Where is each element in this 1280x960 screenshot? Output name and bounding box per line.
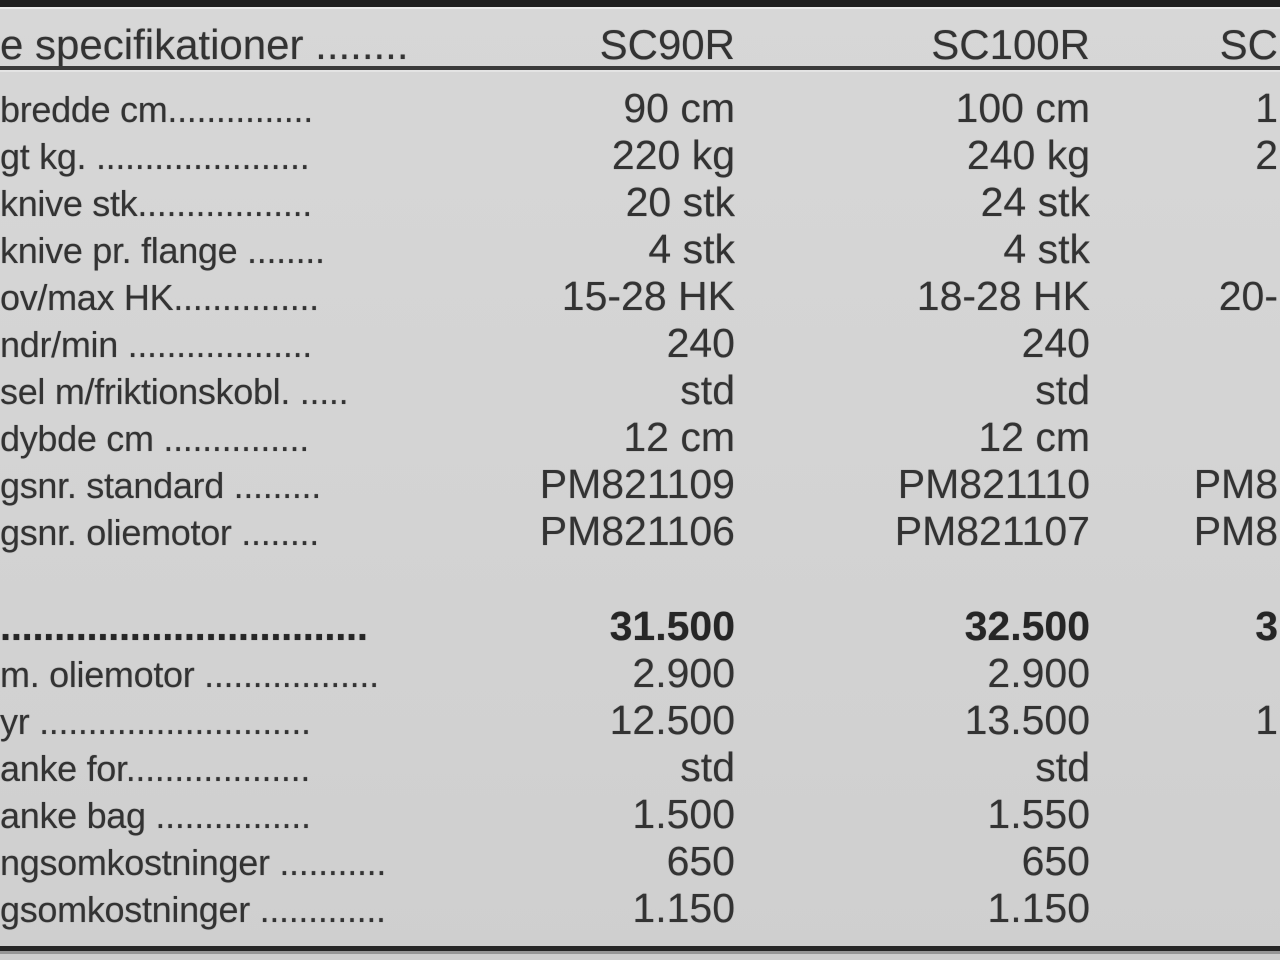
value-sc100r: 1.150 — [987, 885, 1090, 931]
value-cropped-column: 1 — [1255, 85, 1278, 131]
value-sc100r: 240 kg — [966, 132, 1090, 178]
value-cropped-column: PM8 — [1193, 508, 1278, 554]
value-sc90r: 4 stk — [648, 226, 735, 272]
value-sc90r: PM821109 — [539, 461, 735, 507]
value-sc100r: 1.550 — [987, 791, 1090, 837]
value-sc100r: std — [1035, 744, 1090, 790]
value-sc90r: 20 stk — [625, 179, 735, 225]
header-model-sc100r: SC100R — [931, 22, 1090, 68]
value-sc100r: std — [1035, 367, 1090, 413]
value-sc100r: 13.500 — [964, 697, 1090, 743]
header-model-sc90r: SC90R — [599, 22, 735, 68]
spec-row: gsomkostninger ............. 1.150 1.150 — [0, 885, 1280, 932]
spec-row: ov/max HK............... 15-28 HK 18-28 HK… — [0, 273, 1280, 320]
spec-row: anke for................... std std — [0, 744, 1280, 791]
value-sc100r: 100 cm — [955, 85, 1090, 131]
spec-label: m. oliemotor .................. — [0, 654, 379, 695]
spec-row: yr ............................ 12.500 13.… — [0, 697, 1280, 744]
spec-label: dybde cm ............... — [0, 418, 309, 459]
table-gap — [0, 555, 1280, 603]
spec-label: bredde cm............... — [0, 89, 313, 130]
spec-label: knive pr. flange ........ — [0, 230, 325, 271]
header-model-cropped: SC — [1219, 22, 1278, 68]
value-sc100r: PM821107 — [894, 508, 1090, 554]
spec-row: gsnr. standard ......... PM821109 PM821110… — [0, 461, 1280, 508]
spec-label: ov/max HK............... — [0, 277, 319, 318]
spec-label: ndr/min ................... — [0, 324, 312, 365]
spec-label: gsnr. standard ......... — [0, 465, 321, 506]
spec-row: ndr/min ................... 240 240 — [0, 320, 1280, 367]
spec-row: anke bag ................ 1.500 1.550 — [0, 791, 1280, 838]
spec-label: yr ............................ — [0, 701, 311, 742]
value-sc90r: 90 cm — [623, 85, 735, 131]
value-sc100r: 650 — [1021, 838, 1090, 884]
spec-label: sel m/friktionskobl. ..... — [0, 371, 349, 412]
spec-row: dybde cm ............... 12 cm 12 cm — [0, 414, 1280, 461]
spec-row: ngsomkostninger ........... 650 650 — [0, 838, 1280, 885]
value-sc90r: PM821106 — [539, 508, 735, 554]
value-sc100r: 32.500 — [964, 603, 1090, 649]
spec-row: sel m/friktionskobl. ..... std std — [0, 367, 1280, 414]
value-cropped-column: 2 — [1255, 132, 1278, 178]
price-row: .................................. 31.500… — [0, 603, 1280, 650]
spec-row: knive pr. flange ........ 4 stk 4 stk — [0, 226, 1280, 273]
value-sc100r: 2.900 — [987, 650, 1090, 696]
value-sc100r: PM821110 — [897, 461, 1090, 507]
value-sc90r: 12 cm — [623, 414, 735, 460]
spec-label: .................................. — [0, 605, 368, 649]
spec-label: anke bag ................ — [0, 795, 311, 836]
spec-label: gsnr. oliemotor ........ — [0, 512, 319, 553]
value-cropped-column: 1 — [1255, 697, 1278, 743]
header-label: e specifikationer ........ — [0, 22, 409, 68]
spec-label: anke for................... — [0, 748, 311, 789]
value-sc100r: 24 stk — [980, 179, 1090, 225]
value-sc90r: std — [680, 744, 735, 790]
spec-label: gsomkostninger ............. — [0, 889, 386, 930]
value-sc90r: 12.500 — [609, 697, 735, 743]
value-sc90r: 2.900 — [632, 650, 735, 696]
value-sc90r: 15-28 HK — [561, 273, 735, 319]
table-body: bredde cm............... 90 cm 100 cm 1 gt k… — [0, 85, 1280, 932]
value-sc90r: 1.500 — [632, 791, 735, 837]
value-sc90r: 1.150 — [632, 885, 735, 931]
spec-row: m. oliemotor .................. 2.900 2.90… — [0, 650, 1280, 697]
value-sc90r: 31.500 — [609, 603, 735, 649]
spec-row: knive stk.................. 20 stk 24 stk — [0, 179, 1280, 226]
spec-row: bredde cm............... 90 cm 100 cm 1 — [0, 85, 1280, 132]
value-sc90r: 650 — [666, 838, 735, 884]
value-sc100r: 4 stk — [1003, 226, 1090, 272]
spec-label: ngsomkostninger ........... — [0, 842, 387, 883]
spec-label: gt kg. ...................... — [0, 136, 310, 177]
table-header-row: e specifikationer ........ SC90R SC100R … — [0, 22, 1280, 68]
top-border-rule — [0, 0, 1280, 7]
value-sc100r: 240 — [1021, 320, 1090, 366]
spec-label: knive stk.................. — [0, 183, 312, 224]
value-cropped-column: 20- — [1218, 273, 1278, 319]
value-cropped-column: PM8 — [1193, 461, 1278, 507]
spec-row: gsnr. oliemotor ........ PM821106 PM821107… — [0, 508, 1280, 555]
value-sc90r: std — [680, 367, 735, 413]
value-cropped-column: 3 — [1255, 603, 1278, 649]
bottom-border-rule — [0, 946, 1280, 951]
value-sc100r: 12 cm — [978, 414, 1090, 460]
value-sc90r: 220 kg — [611, 132, 735, 178]
spec-row: gt kg. ...................... 220 kg 240 k… — [0, 132, 1280, 179]
value-sc100r: 18-28 HK — [916, 273, 1090, 319]
header-divider-rule — [0, 66, 1280, 70]
value-sc90r: 240 — [666, 320, 735, 366]
